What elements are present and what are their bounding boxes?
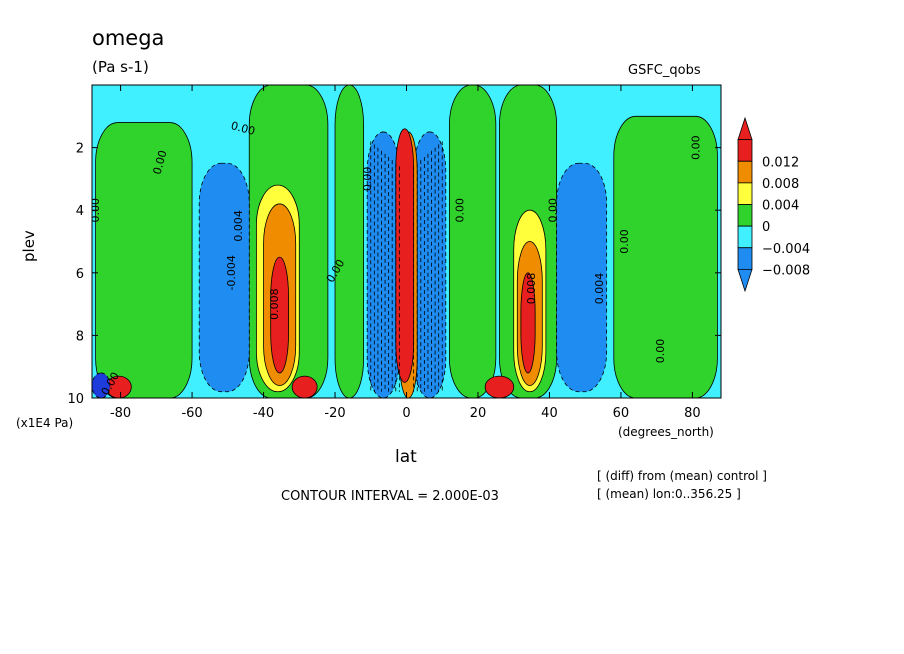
region-red-18 bbox=[395, 128, 415, 383]
x-tick-label-3: -20 bbox=[324, 406, 345, 421]
legend-label-3: 0 bbox=[762, 220, 770, 235]
contour-label-11: 0.008 bbox=[525, 273, 538, 305]
legend-label-4: −0.004 bbox=[762, 242, 810, 257]
x-axis-label: lat bbox=[395, 447, 417, 467]
y-tick-label-0: 2 bbox=[76, 142, 84, 157]
contour-label-4: 0.004 bbox=[232, 210, 245, 242]
contour-label-6: 0.008 bbox=[268, 288, 281, 320]
dataset-name: GSFC_qobs bbox=[628, 63, 701, 78]
legend-swatch-2 bbox=[737, 182, 753, 205]
contour-label-5: -0.004 bbox=[225, 255, 238, 290]
contour-label-12: 0.004 bbox=[593, 273, 606, 305]
legend-swatch-4 bbox=[737, 225, 753, 249]
region-green-1 bbox=[95, 122, 193, 398]
x-tick-label-0: -80 bbox=[110, 406, 131, 421]
legend-swatch-3 bbox=[737, 204, 753, 227]
legend-arrow-bottom bbox=[737, 268, 753, 293]
x-tick-label-6: 40 bbox=[541, 406, 558, 421]
contour-label-8: 0.00 bbox=[361, 167, 374, 192]
region-red-16 bbox=[520, 272, 536, 374]
y-tick-label-1: 4 bbox=[76, 204, 84, 219]
legend-arrow-top bbox=[737, 116, 753, 141]
legend-label-2: 0.004 bbox=[762, 199, 799, 214]
y-axis-units: (x1E4 Pa) bbox=[16, 416, 74, 430]
region-blue-8 bbox=[556, 162, 608, 393]
contour-label-0: 0.00 bbox=[229, 119, 256, 138]
region-red-21 bbox=[484, 375, 515, 398]
contour-label-1: 0.00 bbox=[151, 149, 170, 176]
region-green-4 bbox=[448, 85, 497, 398]
region-blue-9 bbox=[366, 131, 400, 398]
diff-note: [ (diff) from (mean) control ] bbox=[597, 469, 767, 483]
contour-label-13: 0.00 bbox=[618, 229, 631, 254]
mean-note: [ (mean) lon:0..356.25 ] bbox=[597, 487, 741, 501]
contour-label-9: 0.00 bbox=[454, 198, 467, 223]
legend-label-0: 0.012 bbox=[762, 155, 799, 170]
contour-label-14: 0.00 bbox=[654, 339, 667, 364]
region-darkblue-22 bbox=[92, 372, 111, 398]
contour-label-15: 0.00 bbox=[690, 135, 703, 160]
x-tick-label-1: -60 bbox=[181, 406, 202, 421]
y-tick-label-3: 8 bbox=[76, 329, 84, 344]
region-green-3 bbox=[334, 85, 365, 398]
chart-units: (Pa s-1) bbox=[92, 58, 149, 76]
legend-swatch-1 bbox=[737, 160, 753, 184]
legend-label-1: 0.008 bbox=[762, 177, 799, 192]
contour-label-10: 0.00 bbox=[547, 198, 560, 223]
legend-label-5: −0.008 bbox=[762, 263, 810, 278]
legend-swatch-0 bbox=[737, 139, 753, 162]
legend-swatch-5 bbox=[737, 247, 753, 270]
chart-title: omega bbox=[92, 26, 165, 50]
x-tick-label-8: 80 bbox=[684, 406, 701, 421]
x-axis-units: (degrees_north) bbox=[618, 425, 714, 439]
y-tick-label-2: 6 bbox=[76, 267, 84, 282]
x-tick-label-7: 60 bbox=[613, 406, 630, 421]
region-green-6 bbox=[613, 115, 718, 398]
region-red-20 bbox=[291, 375, 318, 398]
y-tick-label-4: 10 bbox=[67, 392, 84, 407]
region-red-13 bbox=[270, 256, 289, 374]
x-tick-label-5: 20 bbox=[470, 406, 487, 421]
x-tick-label-4: 0 bbox=[402, 406, 410, 421]
x-tick-label-2: -40 bbox=[253, 406, 274, 421]
region-blue-7 bbox=[198, 162, 250, 393]
contour-interval-text: CONTOUR INTERVAL = 2.000E-03 bbox=[281, 489, 499, 504]
region-blue-10 bbox=[413, 131, 447, 398]
